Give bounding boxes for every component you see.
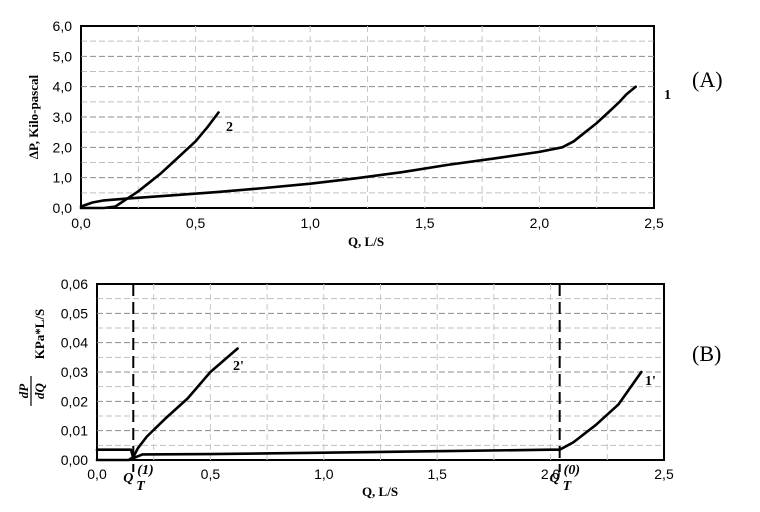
series-label-1p: 1': [645, 374, 656, 389]
panel-a-y-label: ΔP, Kilo-pascal: [26, 74, 41, 159]
panel-b-curves: 1' 2': [95, 347, 656, 462]
y-tick-label: 0,04: [61, 335, 88, 351]
series-line-2p: [95, 347, 239, 462]
y-tick-label: 2,0: [53, 139, 73, 155]
threshold-label-sub: T: [563, 479, 573, 494]
panel-a-curves: 12: [79, 85, 671, 210]
panel-b-y-denominator: dQ: [32, 382, 47, 399]
series-label-1: 1: [664, 88, 671, 103]
panel-b-y-unit: KPa*L/S: [32, 309, 47, 360]
x-tick-label: 2,5: [644, 215, 664, 231]
panel-b-markers: QT(1)QT(0): [123, 284, 580, 494]
threshold-label-main: Q: [550, 471, 560, 486]
panel-b-ticks: 0,00 0,01 0,02 0,03 0,04 0,05 0,06 0,0 0,5 1,0 1,5…: [61, 276, 674, 482]
panel-b: (B) Q, L/S dP dQ KPa*L/S 0,000,010,020,0…: [16, 276, 721, 499]
threshold-label-sup: (1): [137, 463, 153, 478]
panel-a-x-label: Q, L/S: [348, 234, 384, 249]
series-label-2p: 2': [233, 359, 244, 374]
y-tick-label: 0,06: [61, 276, 88, 292]
y-tick-label: 3,0: [53, 109, 73, 125]
x-tick-label: 0,5: [201, 466, 221, 482]
panel-a-grid: [81, 26, 654, 208]
panel-b-x-label: Q, L/S: [362, 484, 398, 499]
series-line-2: [79, 111, 220, 210]
x-tick-label: 2,0: [530, 215, 550, 231]
threshold-label-sup: (0): [564, 463, 580, 478]
panel-a: (A) Q, L/S ΔP, Kilo-pascal 0,0 1,0 2,0 3,0 4…: [26, 18, 723, 249]
y-tick-label: 1,0: [53, 170, 73, 186]
x-tick-label: 2,5: [654, 466, 674, 482]
y-tick-label: 0,03: [61, 364, 88, 380]
panel-b-grid: [97, 284, 664, 460]
series-label-2: 2: [226, 120, 233, 135]
x-tick-label: 0,0: [87, 466, 107, 482]
panel-a-label: (A): [692, 67, 723, 92]
panel-a-ticks: 0,0 1,0 2,0 3,0 4,0 5,0 6,0 0,0 0,5 1,0 1,5 2,0 2,5: [53, 18, 664, 231]
y-tick-label: 0,05: [61, 305, 88, 321]
threshold-label-main: Q: [123, 471, 133, 486]
y-tick-label: 4,0: [53, 79, 73, 95]
y-tick-label: 6,0: [53, 18, 73, 34]
panel-b-y-numerator: dP: [16, 383, 31, 399]
x-tick-label: 2,0: [541, 466, 561, 482]
x-tick-label: 0,5: [186, 215, 206, 231]
x-tick-label: 1,5: [427, 466, 447, 482]
series-line-1: [79, 85, 637, 208]
y-tick-label: 0,02: [61, 393, 88, 409]
panel-b-y-label: dP dQ KPa*L/S: [16, 309, 47, 406]
x-tick-label: 1,5: [415, 215, 435, 231]
y-tick-label: 0,0: [53, 200, 73, 216]
y-tick-label: 0,00: [61, 452, 88, 468]
y-tick-label: 5,0: [53, 48, 73, 64]
y-tick-label: 0,01: [61, 423, 88, 439]
x-tick-label: 1,0: [300, 215, 320, 231]
threshold-label-sub: T: [136, 479, 146, 494]
x-tick-label: 0,0: [71, 215, 91, 231]
x-tick-label: 1,0: [314, 466, 334, 482]
panel-b-label: (B): [692, 341, 721, 366]
